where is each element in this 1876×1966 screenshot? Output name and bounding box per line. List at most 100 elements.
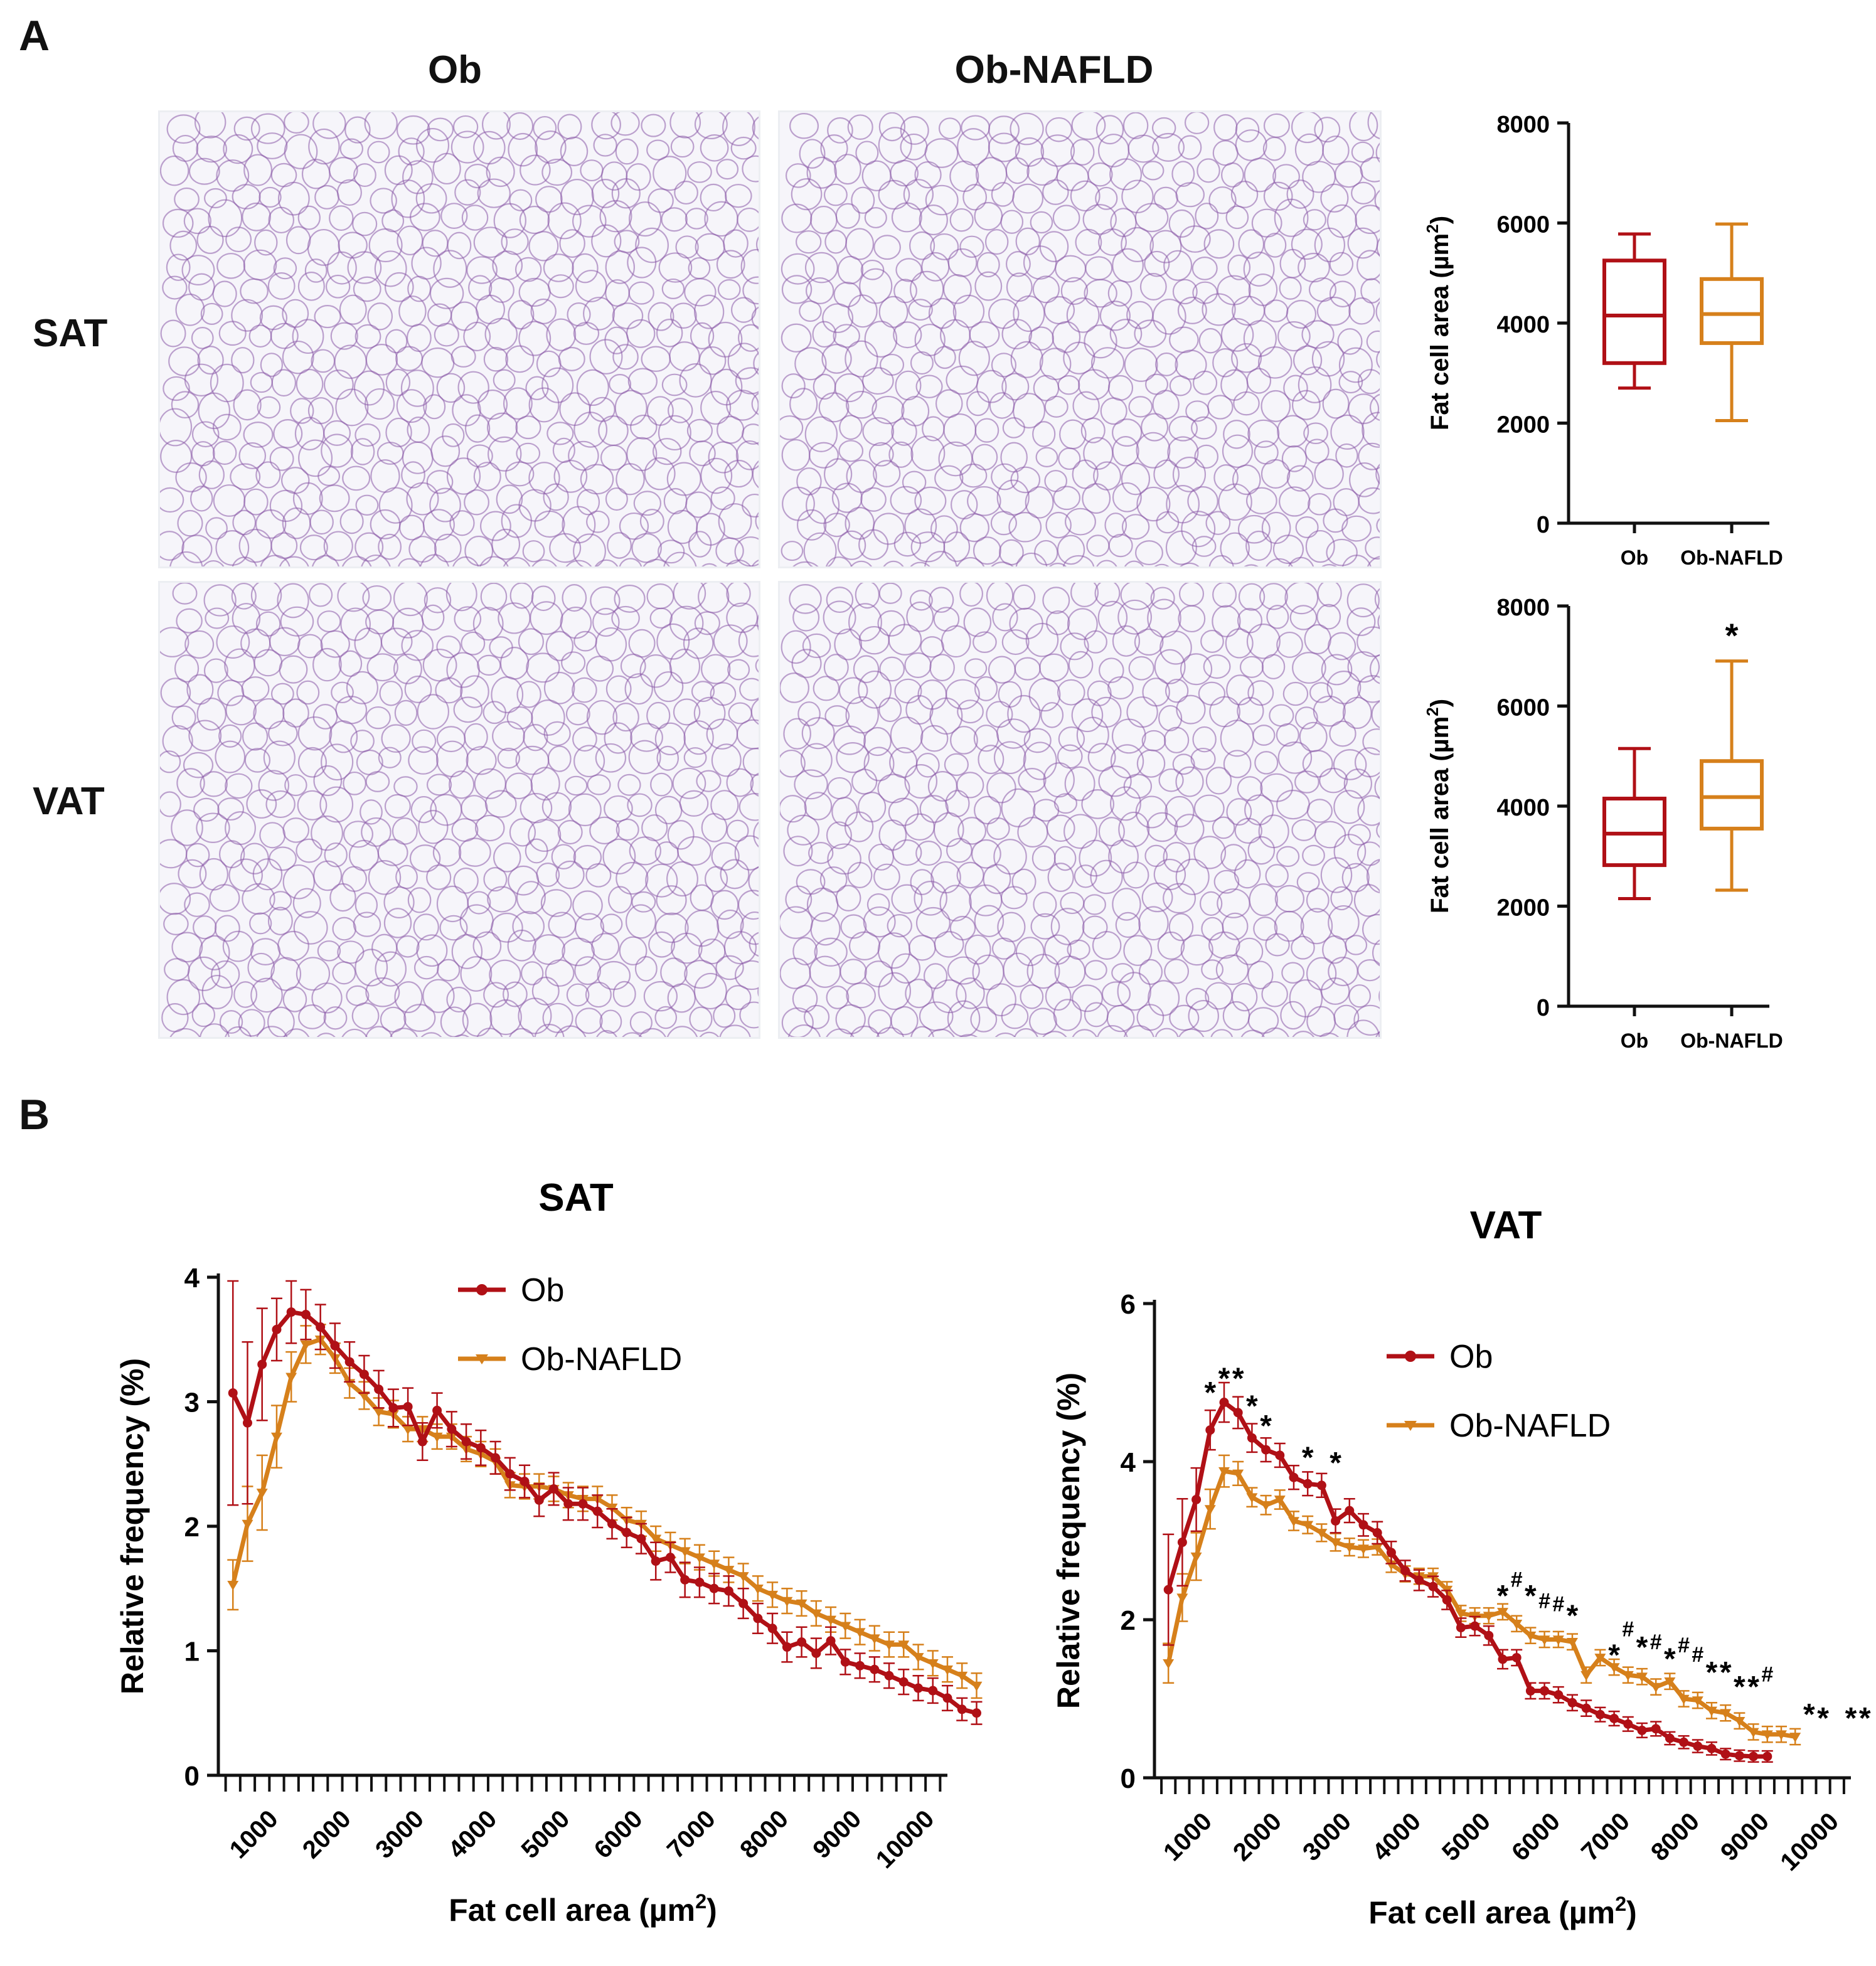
legend-label-ob: Ob	[1449, 1339, 1493, 1375]
adipocyte	[785, 885, 813, 913]
y-tick-label: 6000	[1496, 212, 1550, 238]
adipocyte	[656, 885, 687, 915]
adipocyte	[285, 226, 311, 255]
adipocyte	[1316, 296, 1351, 326]
adipocyte	[792, 937, 818, 965]
adipocyte	[635, 227, 669, 263]
adipocyte	[412, 729, 437, 753]
adipocyte	[915, 906, 951, 939]
adipocyte	[435, 677, 463, 704]
adipocyte	[820, 134, 848, 163]
adipocyte	[991, 463, 1019, 491]
adipocyte	[437, 959, 461, 982]
adipocyte	[1108, 533, 1133, 558]
micrograph-sat-ob	[158, 110, 760, 568]
adipocyte	[1289, 605, 1318, 630]
adipocyte	[956, 977, 985, 1009]
x-tick-label: Ob-NAFLD	[1680, 546, 1783, 569]
adipocyte	[528, 387, 560, 423]
adipocyte	[967, 486, 1001, 516]
adipocyte	[853, 655, 880, 684]
adipocyte	[331, 681, 354, 704]
micrograph-sat-ob-nafld	[778, 110, 1382, 568]
adipocyte	[846, 459, 877, 493]
adipocyte	[1178, 605, 1206, 633]
adipocyte	[1169, 375, 1192, 396]
adipocyte	[1001, 629, 1030, 656]
adipocyte	[1023, 245, 1057, 280]
adipocyte	[631, 891, 656, 913]
data-point	[1734, 1751, 1744, 1761]
adipocyte	[727, 343, 759, 380]
adipocyte	[1084, 279, 1117, 308]
x-tick-label: 7000	[1576, 1807, 1635, 1866]
adipocyte	[1128, 656, 1154, 681]
adipocyte	[1152, 390, 1180, 420]
significance-marker: *	[1330, 1447, 1341, 1480]
adipocyte	[518, 628, 544, 656]
adipocyte	[1238, 583, 1266, 611]
adipocyte	[725, 559, 752, 566]
adipocyte	[1098, 765, 1132, 797]
adipocyte	[1215, 954, 1249, 986]
adipocyte	[725, 985, 752, 1011]
adipocyte	[1349, 112, 1378, 142]
adipocyte	[595, 627, 627, 662]
adipocyte	[826, 821, 852, 849]
adipocyte	[489, 999, 522, 1036]
adipocyte	[184, 892, 210, 917]
significance-marker: *	[1497, 1580, 1509, 1613]
data-point	[256, 1489, 268, 1499]
adipocyte	[1357, 959, 1380, 982]
adipocyte	[730, 136, 757, 160]
adipocyte	[783, 836, 813, 867]
adipocyte	[701, 813, 728, 842]
adipocyte	[715, 955, 744, 980]
adipocyte	[429, 277, 464, 309]
adipocyte	[974, 271, 1003, 301]
adipocyte	[205, 607, 230, 629]
adipocyte	[756, 614, 759, 631]
adipocyte	[1172, 279, 1198, 305]
adipocyte	[1295, 516, 1319, 538]
adipocyte	[169, 230, 198, 261]
data-point	[826, 1636, 836, 1646]
adipocyte	[1071, 698, 1104, 733]
adipocyte	[1235, 117, 1260, 143]
data-point	[1776, 1730, 1787, 1740]
adipocyte	[589, 816, 620, 844]
adipocyte	[1005, 157, 1030, 184]
adipocyte	[644, 457, 676, 491]
adipocyte	[1015, 552, 1048, 566]
adipocyte	[1321, 563, 1337, 566]
data-point	[1538, 1635, 1550, 1645]
adipocyte	[464, 414, 491, 443]
adipocyte	[1300, 908, 1333, 945]
adipocyte	[528, 231, 559, 262]
x-axis-label: Fat cell area (µm2)	[1368, 1893, 1637, 1930]
data-point	[1567, 1698, 1577, 1708]
adipocyte	[1184, 112, 1210, 134]
adipocyte	[479, 556, 509, 566]
adipocyte	[1253, 917, 1278, 941]
adipocyte	[722, 112, 755, 146]
x-axis-label: Fat cell area (µm2)	[449, 1890, 717, 1928]
adipocyte	[297, 205, 321, 230]
data-point	[912, 1653, 924, 1663]
x-tick-label: 8000	[1646, 1807, 1705, 1866]
adipocyte	[802, 633, 831, 659]
adipocyte	[184, 363, 219, 396]
adipocyte	[796, 230, 822, 254]
adipocyte	[633, 491, 662, 516]
adipocyte	[203, 584, 237, 617]
adipocyte	[1266, 558, 1293, 566]
adipocyte	[1226, 674, 1254, 706]
adipocyte	[1144, 250, 1170, 277]
adipocyte	[956, 556, 985, 566]
x-tick-label: Ob-NAFLD	[1680, 1029, 1783, 1052]
adipocyte	[452, 115, 479, 139]
adipocyte	[290, 398, 314, 424]
adipocyte	[737, 324, 759, 352]
data-point	[1525, 1686, 1535, 1696]
adipocyte	[691, 681, 715, 703]
